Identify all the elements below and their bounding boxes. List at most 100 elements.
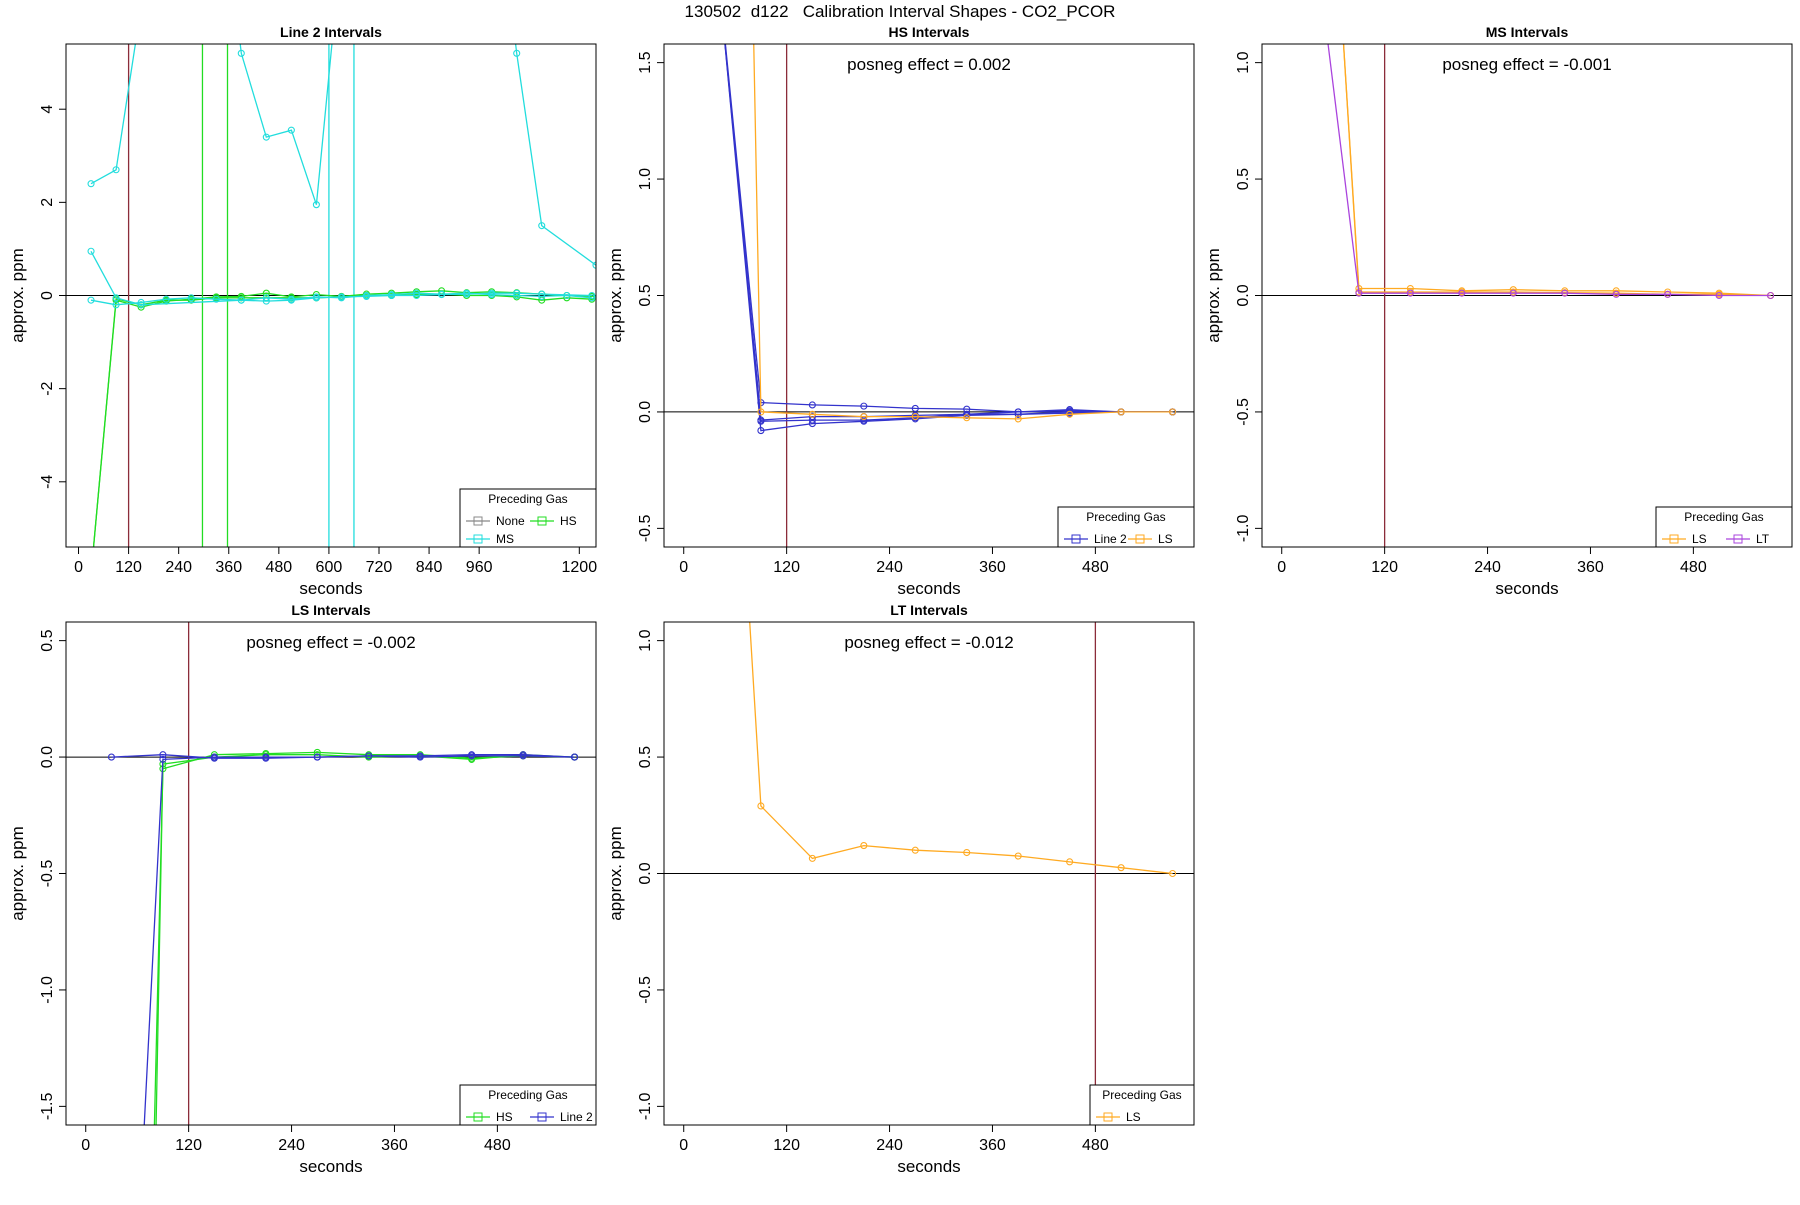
x-tick-label: 120 [115,559,142,576]
chart-title: MS Intervals [1486,24,1569,40]
y-tick-label: 1.5 [637,51,654,73]
x-tick-label: 0 [679,1137,688,1154]
figure-title: 130502 d122 Calibration Interval Shapes … [684,2,1116,21]
data-point [262,294,270,302]
data-point [287,126,295,134]
legend-box [459,1084,597,1126]
legend-entry-label: LT [1756,532,1770,546]
series-line [749,622,1173,875]
data-point [757,427,765,435]
x-tick-label: 1200 [562,559,598,576]
data-point [1509,289,1517,297]
data-point [1169,869,1177,878]
data-point [757,408,765,416]
series-line [90,292,592,306]
data-point [1014,408,1022,416]
series-line [724,44,1173,421]
x-tick-label: 480 [1680,559,1707,576]
data-point [137,301,145,309]
legend-swatch-marker [1733,534,1743,544]
legend-box [1057,506,1195,548]
data-point [262,133,270,141]
data-point [588,291,596,300]
x-axis-label: seconds [299,579,362,598]
y-tick-label: -0.5 [39,860,56,888]
data-point [519,752,527,760]
plot-frame [1261,43,1793,548]
y-tick-label: 0 [39,291,56,300]
y-tick-label: -0.5 [1235,398,1252,426]
plot-frame [663,621,1195,1126]
data-point [337,294,345,302]
data-point [88,572,94,578]
data-point [1561,289,1569,297]
y-tick-label: -1.0 [39,976,56,1004]
data-point [413,289,421,297]
data-point [911,846,919,854]
data-point [757,802,765,810]
legend-entry-label: HS [560,514,577,528]
data-point [563,291,571,300]
data-point [963,848,971,857]
legend-entry-label: Line 2 [1094,532,1127,546]
x-tick-label: 480 [484,1137,511,1154]
y-tick-label: -0.5 [637,514,654,542]
x-axis-label: seconds [299,1157,362,1176]
plot-frame [65,621,597,1126]
y-tick-label: -1.0 [1235,514,1252,542]
chart-title: HS Intervals [889,24,970,40]
y-tick-label: 2 [39,198,56,207]
legend-entry-label: HS [496,1110,513,1124]
x-tick-label: 0 [679,559,688,576]
legend-swatch-marker [1669,534,1679,544]
y-tick-label: -1.0 [637,1092,654,1120]
data-point [212,295,220,303]
legend-box [1089,1084,1195,1126]
posneg-annotation: posneg effect = -0.001 [1442,55,1611,74]
legend-entry-label: LS [1692,532,1707,546]
data-point [87,180,95,188]
plot-area [1262,44,1792,547]
posneg-annotation: posneg effect = -0.002 [246,633,415,652]
y-tick-label: -0.5 [637,976,654,1004]
plot-area [66,44,596,578]
data-point [757,416,765,424]
data-point [112,166,120,174]
y-tick-label: 4 [39,105,56,114]
data-point [860,417,868,425]
y-tick-label: 0.0 [39,746,56,768]
x-tick-label: 0 [1277,559,1286,576]
legend-swatch-marker [537,516,547,526]
data-point [1767,291,1775,300]
data-point [538,292,546,300]
data-point [808,413,816,421]
data-point [151,1127,157,1133]
data-point [1066,406,1074,414]
data-point [287,295,295,303]
data-point [362,291,371,300]
data-point [112,294,120,302]
data-point [860,413,868,421]
data-point [187,294,195,302]
posneg-annotation: posneg effect = -0.012 [844,633,1013,652]
data-point [860,842,868,850]
y-tick-label: -2 [39,381,56,395]
chart-panel: LT Intervals seconds approx. ppm 0 120 240 360… [606,602,1195,1176]
plot-area [664,44,1194,547]
x-tick-label: 480 [1082,1137,1109,1154]
y-tick-label: 0.5 [1235,168,1252,190]
legend-swatch-marker [1135,534,1145,544]
x-tick-label: 480 [265,559,292,576]
data-point [1117,408,1125,416]
data-point [438,290,446,298]
series-line [90,250,592,306]
plot-area [66,622,596,1133]
y-axis-label: approx. ppm [606,248,625,343]
legend-entry-label: None [496,514,525,528]
data-point [87,247,95,255]
x-tick-label: 240 [165,559,192,576]
y-tick-label: 0.0 [1235,284,1252,306]
legend-swatch-marker [1071,534,1081,544]
data-point [860,402,868,410]
